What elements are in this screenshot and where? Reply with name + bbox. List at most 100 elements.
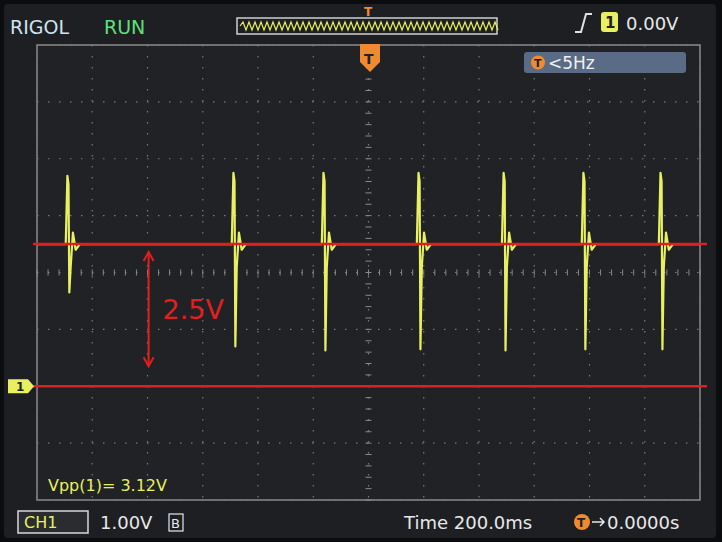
grid-line-x	[699, 45, 700, 500]
minor-tick	[688, 270, 689, 276]
minor-tick	[366, 227, 372, 228]
annotation-label: 2.5V	[163, 294, 225, 325]
minor-tick	[180, 270, 181, 276]
trigger-level: 0.00V	[626, 13, 679, 34]
grid-line-x	[644, 45, 645, 500]
grid-line-x	[257, 45, 258, 500]
volts-per-div: 1.00V	[100, 512, 153, 533]
minor-tick	[269, 270, 270, 276]
ground-marker	[8, 379, 34, 393]
minor-tick	[644, 270, 645, 276]
background	[0, 0, 722, 542]
grid-line-x	[36, 45, 37, 500]
minor-tick	[366, 363, 372, 364]
minor-tick	[366, 147, 372, 148]
minor-tick	[81, 270, 82, 276]
measurement: Vpp(1)= 3.12V	[48, 476, 167, 495]
minor-tick	[556, 270, 557, 276]
minor-tick	[346, 270, 347, 276]
minor-tick	[666, 270, 667, 276]
minor-tick	[512, 270, 513, 276]
minor-tick	[366, 431, 372, 432]
offset-icon-label: T	[577, 516, 586, 530]
trigger-pos-top: T	[364, 5, 373, 19]
minor-tick	[366, 397, 372, 398]
minor-tick	[366, 170, 372, 171]
grid-line-y	[37, 499, 700, 500]
channel-box	[18, 511, 88, 533]
coupling: B	[171, 516, 180, 531]
channel: CH1	[24, 513, 57, 532]
minor-tick	[445, 270, 446, 276]
freq-icon	[531, 56, 545, 70]
grid-line-x	[478, 45, 479, 500]
minor-tick	[366, 204, 372, 205]
minor-tick	[366, 261, 372, 262]
trigger-offset: 0.0000s	[607, 512, 679, 533]
minor-tick	[114, 270, 115, 276]
minor-tick	[366, 443, 372, 444]
arrow-head	[144, 357, 154, 366]
minor-tick	[291, 270, 292, 276]
minor-tick	[366, 352, 372, 353]
minor-tick	[567, 270, 568, 276]
minor-tick	[490, 270, 491, 276]
freq-icon-label: T	[534, 57, 542, 70]
minor-tick	[479, 270, 480, 276]
minor-tick	[366, 318, 372, 319]
frequency: <5Hz	[548, 53, 595, 73]
minor-tick	[366, 158, 372, 159]
minor-tick	[412, 270, 413, 276]
minor-tick	[366, 90, 372, 91]
minor-tick	[302, 270, 303, 276]
minor-tick	[434, 270, 435, 276]
grid-line-x	[313, 45, 314, 500]
minor-tick	[258, 270, 259, 276]
edge-icon	[575, 14, 592, 32]
ground-label: 1	[16, 380, 24, 394]
minor-tick	[246, 270, 247, 276]
minor-tick	[125, 270, 126, 276]
minor-tick	[366, 181, 372, 182]
minor-tick	[366, 329, 372, 330]
minor-tick	[366, 488, 372, 489]
minor-tick	[366, 420, 372, 421]
minor-tick	[48, 270, 49, 276]
grid-line-x	[92, 45, 93, 500]
minor-tick	[92, 270, 93, 276]
minor-tick	[366, 192, 372, 193]
minor-tick	[313, 270, 314, 276]
grid-line-x	[202, 45, 203, 500]
minor-tick	[202, 270, 203, 276]
display	[4, 4, 716, 538]
minor-tick	[357, 270, 358, 276]
minor-tick	[390, 270, 391, 276]
minor-tick	[136, 270, 137, 276]
grid-line-x	[423, 45, 424, 500]
grid-line-x	[147, 45, 148, 500]
minor-tick	[534, 270, 535, 276]
source-box	[601, 12, 618, 32]
minor-tick	[169, 270, 170, 276]
minor-tick	[103, 270, 104, 276]
minor-tick	[379, 270, 380, 276]
minor-tick	[456, 270, 457, 276]
annotation-arrow	[148, 252, 150, 366]
minor-tick	[622, 270, 623, 276]
minor-tick	[545, 270, 546, 276]
minor-tick	[600, 270, 601, 276]
freq-box	[524, 52, 686, 73]
minor-tick	[366, 306, 372, 307]
coupling-box	[169, 514, 183, 531]
trace-group	[37, 173, 700, 350]
scope-screen: 2.5V1RIGOLRUNTT10.00VT<5HzVpp(1)= 3.12VC…	[0, 0, 722, 542]
arrow-head	[144, 252, 154, 261]
brand: RIGOL	[10, 16, 69, 38]
minor-tick	[280, 270, 281, 276]
minor-tick	[633, 270, 634, 276]
minor-tick	[366, 113, 372, 114]
minor-tick	[467, 270, 468, 276]
minor-tick	[366, 295, 372, 296]
minor-tick	[366, 215, 372, 216]
minor-tick	[655, 270, 656, 276]
